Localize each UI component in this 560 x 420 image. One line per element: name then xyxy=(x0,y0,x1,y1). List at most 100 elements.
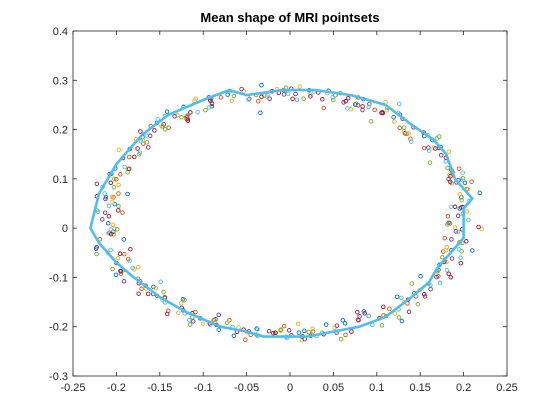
data-point xyxy=(108,180,114,186)
data-point xyxy=(144,133,149,138)
data-point xyxy=(448,173,453,179)
data-point xyxy=(293,91,298,97)
data-point xyxy=(342,321,348,326)
data-point xyxy=(442,235,448,241)
data-point xyxy=(445,214,451,219)
data-point xyxy=(111,184,117,190)
data-point xyxy=(379,110,384,116)
y-tick-label: -0.1 xyxy=(49,272,68,284)
data-point xyxy=(216,327,222,332)
x-tick-label: -0.1 xyxy=(194,382,213,394)
data-point xyxy=(108,231,114,237)
data-point xyxy=(176,310,181,315)
data-point xyxy=(183,114,189,120)
data-point xyxy=(297,84,303,89)
data-point xyxy=(349,329,354,334)
y-tick-label: -0.2 xyxy=(49,322,68,334)
x-tick-label: 0.1 xyxy=(369,382,384,394)
data-point xyxy=(116,204,121,209)
data-point xyxy=(247,96,252,102)
data-point xyxy=(224,320,230,326)
data-point xyxy=(462,180,468,186)
data-point xyxy=(206,105,212,110)
data-point xyxy=(334,323,340,328)
data-point xyxy=(281,323,287,329)
data-point xyxy=(310,329,316,334)
data-point xyxy=(440,255,445,260)
data-point xyxy=(290,96,295,102)
data-point xyxy=(231,333,237,339)
data-point xyxy=(391,114,396,120)
data-point xyxy=(216,312,222,318)
data-point xyxy=(179,115,184,120)
y-tick-label: 0.1 xyxy=(53,174,68,186)
data-point xyxy=(266,328,272,334)
data-point xyxy=(295,321,301,327)
data-point xyxy=(106,203,112,209)
data-point xyxy=(203,107,208,113)
data-point xyxy=(470,248,475,253)
data-point xyxy=(187,317,192,323)
x-tick-label: -0.15 xyxy=(147,382,172,394)
data-point xyxy=(137,150,143,155)
data-point xyxy=(259,82,264,88)
data-point xyxy=(211,317,217,323)
data-point xyxy=(111,229,116,234)
data-point xyxy=(453,229,459,234)
data-point xyxy=(139,286,144,292)
data-point xyxy=(273,330,278,336)
data-point xyxy=(446,271,451,277)
data-point xyxy=(302,328,307,334)
data-point xyxy=(379,323,385,328)
data-point xyxy=(469,179,474,184)
data-point xyxy=(452,204,458,210)
data-point xyxy=(394,294,400,300)
data-point xyxy=(108,247,113,253)
data-point xyxy=(243,337,248,343)
data-point xyxy=(109,199,115,205)
data-point xyxy=(132,154,137,160)
x-tick-label: 0 xyxy=(287,382,293,394)
data-point xyxy=(106,230,111,236)
data-point xyxy=(255,326,260,332)
data-point xyxy=(401,125,407,130)
data-point xyxy=(190,319,196,324)
data-point xyxy=(444,259,449,265)
y-tick-label: 0.4 xyxy=(53,26,68,38)
data-point xyxy=(151,284,156,290)
data-point xyxy=(231,93,237,99)
data-point xyxy=(162,127,168,132)
data-point xyxy=(122,251,127,257)
data-point xyxy=(121,237,127,242)
data-point xyxy=(102,191,107,196)
data-point xyxy=(225,92,230,97)
data-point xyxy=(366,313,371,319)
data-point xyxy=(457,191,463,197)
mean-shape-line xyxy=(89,88,474,338)
data-point xyxy=(116,147,122,153)
data-point xyxy=(136,291,141,296)
data-point xyxy=(362,311,368,316)
data-point xyxy=(285,91,291,97)
data-point xyxy=(367,101,372,107)
data-point xyxy=(294,97,300,103)
x-tick-label: -0.2 xyxy=(107,382,126,394)
data-point xyxy=(195,109,200,115)
data-point xyxy=(368,119,374,124)
data-point xyxy=(120,210,125,215)
data-point xyxy=(458,260,464,266)
data-point xyxy=(115,256,121,261)
data-point xyxy=(444,267,450,273)
data-point xyxy=(94,181,100,187)
data-point xyxy=(356,318,361,323)
data-point xyxy=(310,326,315,332)
data-point xyxy=(209,101,215,106)
data-point xyxy=(427,160,433,165)
data-point xyxy=(135,264,141,270)
data-point xyxy=(458,255,463,261)
data-point xyxy=(447,179,453,185)
data-point xyxy=(422,291,427,297)
data-point xyxy=(415,301,421,307)
data-point xyxy=(456,247,462,252)
